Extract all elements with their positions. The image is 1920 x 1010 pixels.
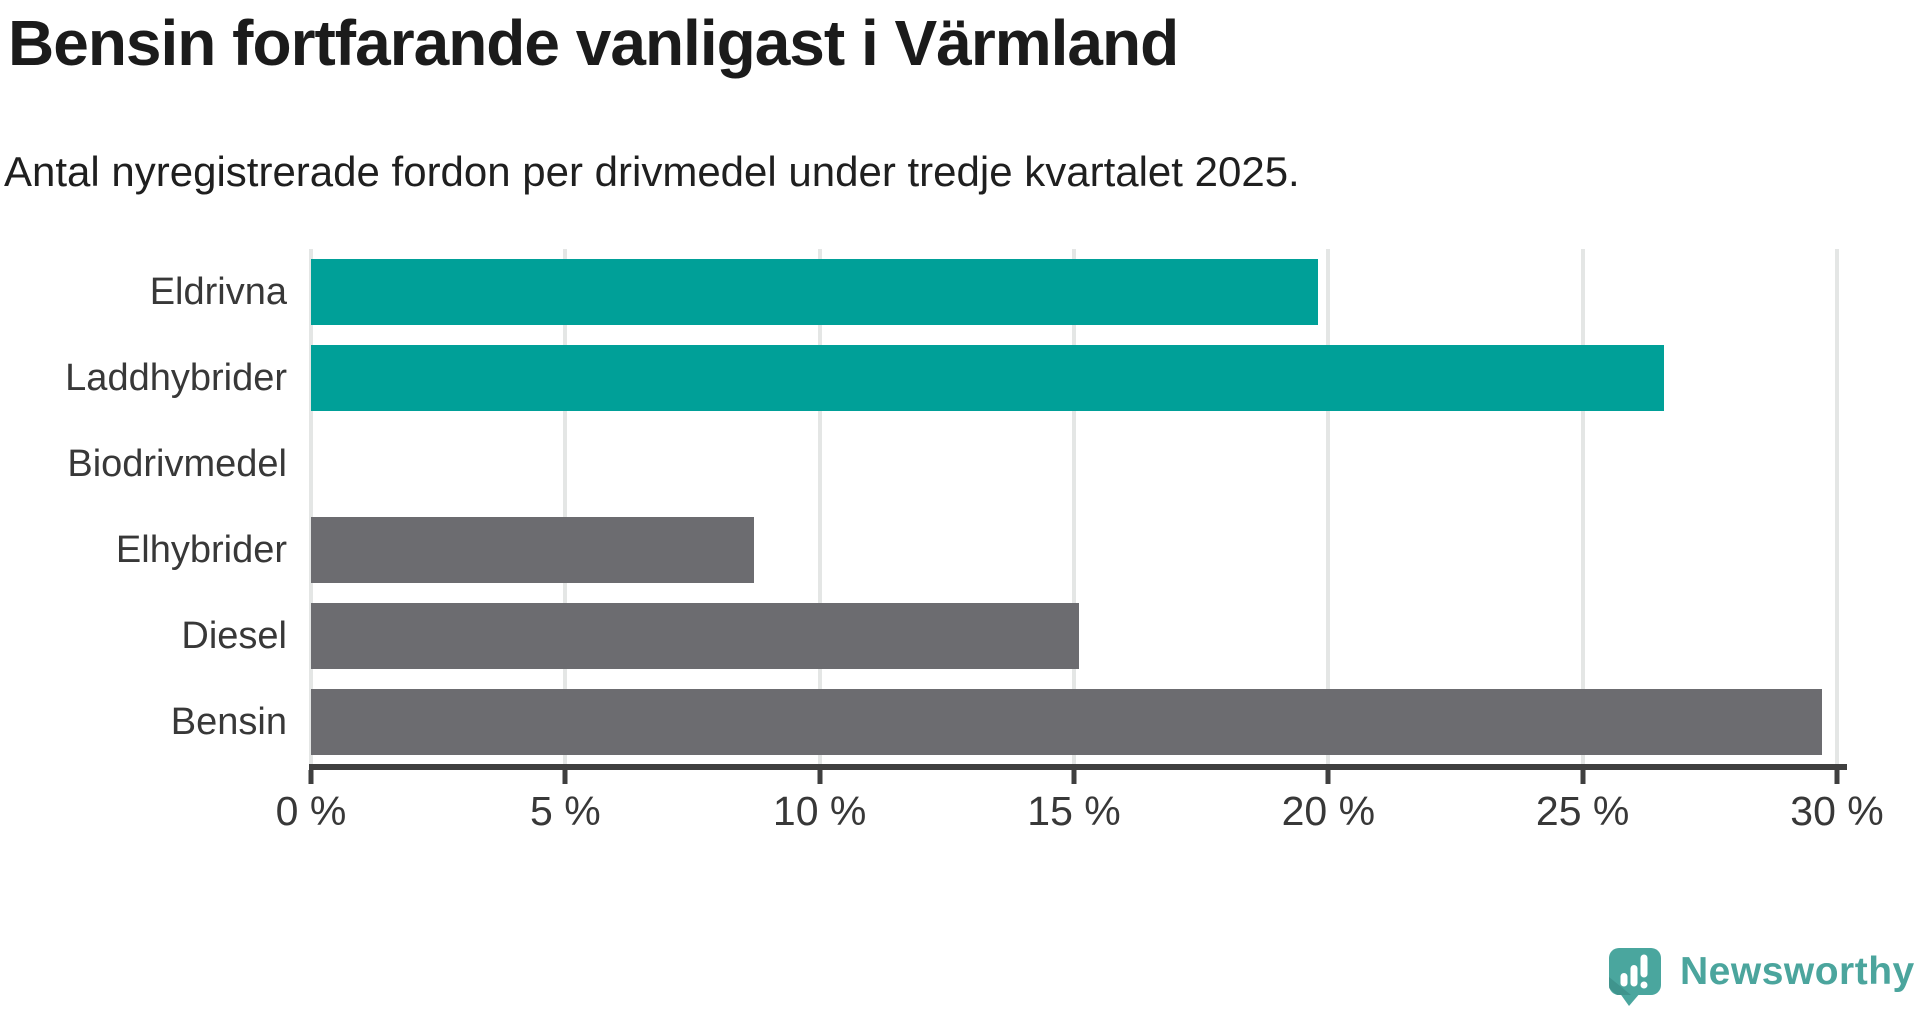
x-axis-ticks [308,770,1840,785]
category-label-elhybrider: Elhybrider [115,528,287,571]
chart-subtitle: Antal nyregistrerade fordon per drivmede… [4,148,1300,195]
tick-mark [1834,770,1840,784]
bar-row [311,679,1837,765]
category-label-eldrivna: Eldrivna [149,270,287,313]
bar-row [311,335,1837,421]
bar-row [311,593,1837,679]
tick-mark [1325,770,1331,784]
tick-label: 25 % [1535,788,1630,834]
bar-rows [311,249,1837,765]
gridline [1835,249,1839,765]
tick-mark [308,770,314,784]
tick-mark [562,770,568,784]
x-axis-tick-labels: 0 % 5 % 10 % 15 % 20 % 25 % 30 % [276,788,1884,848]
tick-label: 0 % [275,788,347,834]
newsworthy-speech-bubble-bar-chart-icon [1609,948,1661,1006]
bar-laddhybrider [311,345,1665,411]
tick-mark [1071,770,1077,784]
tick-mark [817,770,823,784]
bar-row [311,249,1837,335]
tick-mark [1580,770,1586,784]
category-label-bensin: Bensin [170,700,287,743]
category-label-laddhybrider: Laddhybrider [65,356,287,399]
bar-row [311,507,1837,593]
bar-eldrivna [311,259,1319,325]
gridline [309,249,313,765]
tick-label: 10 % [772,788,867,834]
category-labels: Eldrivna Laddhybrider Biodrivmedel Elhybrid… [0,249,287,765]
bar-bensin [311,689,1822,755]
gridline [1580,249,1585,765]
bar-row [311,421,1837,507]
gridline [817,249,822,765]
category-label-diesel: Diesel [181,614,287,657]
newsworthy-logo[interactable]: Newsworthy [1609,948,1915,1007]
gridline [563,249,568,765]
gridline [1326,249,1331,765]
plot-area [309,249,1839,765]
tick-label: 20 % [1281,788,1376,834]
bar-elhybrider [311,517,754,583]
x-axis-line [309,764,1847,770]
tick-label: 5 % [530,788,601,834]
gridline [1072,249,1076,765]
newsworthy-logo-text: Newsworthy [1680,950,1915,993]
tick-label: 15 % [1027,788,1121,834]
bar-diesel [311,603,1080,669]
tick-label: 30 % [1790,788,1884,834]
category-label-biodrivmedel: Biodrivmedel [67,442,287,485]
chart-title: Bensin fortfarande vanligast i Värmland [8,7,1179,79]
